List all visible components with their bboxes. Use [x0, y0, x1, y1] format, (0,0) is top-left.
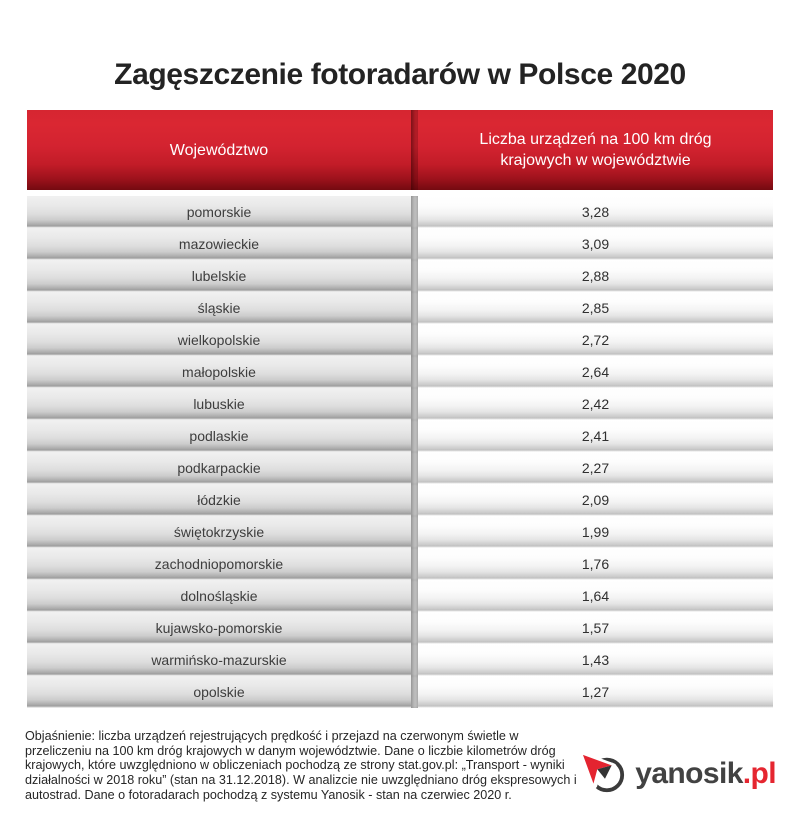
column-divider	[411, 110, 418, 190]
table-row: kujawsko-pomorskie 1,57	[27, 612, 773, 644]
row-divider	[411, 260, 418, 292]
value-cell: 2,88	[418, 260, 773, 292]
value-cell: 3,09	[418, 228, 773, 260]
row-divider	[411, 356, 418, 388]
value-cell: 1,64	[418, 580, 773, 612]
logo-text: yanosik.pl	[635, 757, 776, 791]
value-cell: 2,27	[418, 452, 773, 484]
row-divider	[411, 228, 418, 260]
value-cell: 2,41	[418, 420, 773, 452]
value-cell: 1,27	[418, 676, 773, 708]
voivodeship-cell: podlaskie	[27, 420, 411, 452]
value-cell: 2,85	[418, 292, 773, 324]
page-title: Zagęszczenie fotoradarów w Polsce 2020	[114, 58, 686, 92]
row-divider	[411, 612, 418, 644]
value-cell: 2,42	[418, 388, 773, 420]
logo-tld: .pl	[742, 757, 777, 790]
voivodeship-cell: świętokrzyskie	[27, 516, 411, 548]
voivodeship-cell: mazowieckie	[27, 228, 411, 260]
table-row: łódzkie 2,09	[27, 484, 773, 516]
table-row: opolskie 1,27	[27, 676, 773, 708]
row-divider	[411, 580, 418, 612]
table-row: dolnośląskie 1,64	[27, 580, 773, 612]
column-header-wojewodztwo: Województwo	[27, 110, 411, 190]
table-row: podlaskie 2,41	[27, 420, 773, 452]
voivodeship-cell: pomorskie	[27, 196, 411, 228]
row-divider	[411, 676, 418, 708]
value-cell: 1,76	[418, 548, 773, 580]
voivodeship-cell: opolskie	[27, 676, 411, 708]
table-row: świętokrzyskie 1,99	[27, 516, 773, 548]
row-divider	[411, 484, 418, 516]
voivodeship-cell: lubelskie	[27, 260, 411, 292]
voivodeship-cell: zachodniopomorskie	[27, 548, 411, 580]
voivodeship-cell: kujawsko-pomorskie	[27, 612, 411, 644]
table-row: mazowieckie 3,09	[27, 228, 773, 260]
yanosik-logo: yanosik.pl	[580, 752, 777, 796]
table-row: lubuskie 2,42	[27, 388, 773, 420]
table-row: pomorskie 3,28	[27, 196, 773, 228]
voivodeship-cell: lubuskie	[27, 388, 411, 420]
table-row: śląskie 2,85	[27, 292, 773, 324]
voivodeship-cell: warmińsko-mazurskie	[27, 644, 411, 676]
value-cell: 2,72	[418, 324, 773, 356]
density-table: Województwo Liczba urządzeń na 100 km dr…	[27, 110, 773, 708]
table-row: wielkopolskie 2,72	[27, 324, 773, 356]
table-row: małopolskie 2,64	[27, 356, 773, 388]
row-divider	[411, 452, 418, 484]
value-cell: 1,99	[418, 516, 773, 548]
voivodeship-cell: łódzkie	[27, 484, 411, 516]
row-divider	[411, 644, 418, 676]
row-divider	[411, 420, 418, 452]
value-cell: 2,09	[418, 484, 773, 516]
table-header: Województwo Liczba urządzeń na 100 km dr…	[27, 110, 773, 190]
table-body: pomorskie 3,28 mazowieckie 3,09 lubelski…	[27, 196, 773, 708]
row-divider	[411, 324, 418, 356]
value-cell: 1,43	[418, 644, 773, 676]
table-row: warmińsko-mazurskie 1,43	[27, 644, 773, 676]
row-divider	[411, 292, 418, 324]
table-row: lubelskie 2,88	[27, 260, 773, 292]
table-row: zachodniopomorskie 1,76	[27, 548, 773, 580]
value-cell: 3,28	[418, 196, 773, 228]
voivodeship-cell: małopolskie	[27, 356, 411, 388]
navigation-arrow-icon	[580, 752, 628, 796]
logo-name: yanosik	[635, 757, 743, 790]
voivodeship-cell: dolnośląskie	[27, 580, 411, 612]
voivodeship-cell: podkarpackie	[27, 452, 411, 484]
voivodeship-cell: wielkopolskie	[27, 324, 411, 356]
value-cell: 1,57	[418, 612, 773, 644]
value-cell: 2,64	[418, 356, 773, 388]
footnote: Objaśnienie: liczba urządzeń rejestrując…	[25, 728, 577, 803]
column-header-value: Liczba urządzeń na 100 km dróg krajowych…	[418, 110, 773, 190]
row-divider	[411, 388, 418, 420]
row-divider	[411, 548, 418, 580]
row-divider	[411, 196, 418, 228]
voivodeship-cell: śląskie	[27, 292, 411, 324]
table-row: podkarpackie 2,27	[27, 452, 773, 484]
row-divider	[411, 516, 418, 548]
